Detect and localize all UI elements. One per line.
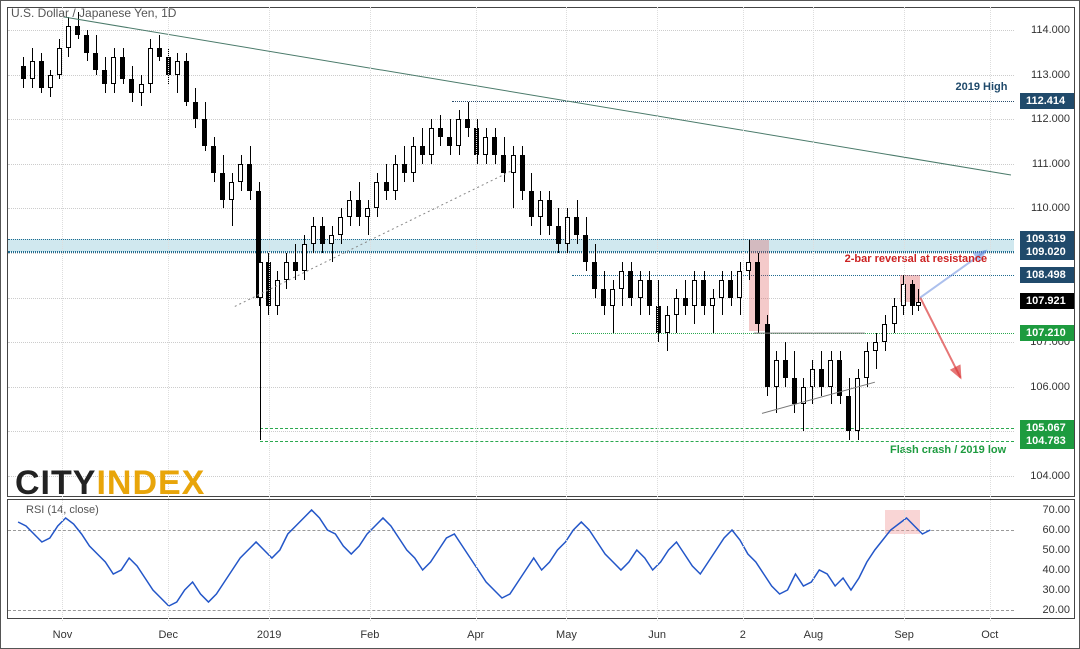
price-level-line xyxy=(260,441,1014,442)
price-tag: 104.783 xyxy=(1020,433,1074,449)
rsi-line xyxy=(8,500,1016,620)
x-axis: Nov Dec 2019 Feb Apr May Jun 2 Aug Sep Oct xyxy=(7,621,1073,643)
price-level-line xyxy=(452,101,1014,102)
rsi-chart: RSI (14, close)20.0030.0040.0050.0060.00… xyxy=(7,499,1075,619)
price-tag: 109.020 xyxy=(1020,244,1074,260)
chart-annotation: 2-bar reversal at resistance xyxy=(845,253,987,265)
price-tag: 107.210 xyxy=(1020,325,1074,341)
chart-annotation: 2019 High xyxy=(956,81,1008,93)
brand-logo: CITYINDEX xyxy=(15,464,205,503)
rsi-highlight xyxy=(885,510,920,534)
price-chart: 104.000105.000106.000107.000108.000109.0… xyxy=(7,7,1075,497)
y-tick-label: 114.000 xyxy=(1031,24,1070,36)
rsi-band xyxy=(8,610,1014,611)
x-tick-label: Apr xyxy=(467,629,484,641)
rsi-tick-label: 60.00 xyxy=(1042,524,1070,536)
x-tick-label: 2019 xyxy=(257,629,281,641)
y-tick-label: 106.000 xyxy=(1030,381,1070,393)
rsi-tick-label: 20.00 xyxy=(1042,604,1070,616)
x-tick-label: 2 xyxy=(740,629,746,641)
logo-city: CITY xyxy=(15,464,96,502)
x-tick-label: May xyxy=(556,629,577,641)
price-tag: 107.921 xyxy=(1020,293,1074,309)
x-tick-label: Oct xyxy=(981,629,998,641)
x-tick-label: Feb xyxy=(360,629,379,641)
rsi-tick-label: 70.00 xyxy=(1042,504,1070,516)
y-tick-label: 113.000 xyxy=(1031,69,1070,81)
rsi-tick-label: 30.00 xyxy=(1042,584,1070,596)
logo-index: INDEX xyxy=(96,464,205,502)
x-tick-label: Aug xyxy=(804,629,824,641)
y-tick-label: 112.000 xyxy=(1031,113,1070,125)
price-level-line xyxy=(8,239,1014,240)
rsi-tick-label: 40.00 xyxy=(1042,564,1070,576)
price-level-line xyxy=(260,428,1014,429)
chart-annotation: Flash crash / 2019 low xyxy=(890,444,1006,456)
y-tick-label: 111.000 xyxy=(1032,158,1070,170)
x-tick-label: Jun xyxy=(648,629,666,641)
rsi-band xyxy=(8,530,1014,531)
price-level-line xyxy=(572,333,1014,334)
x-tick-label: Sep xyxy=(894,629,914,641)
resistance-zone xyxy=(8,239,1014,252)
y-tick-label: 110.000 xyxy=(1031,202,1070,214)
price-tag: 108.498 xyxy=(1020,267,1074,283)
rsi-tick-label: 50.00 xyxy=(1042,544,1070,556)
y-tick-label: 104.000 xyxy=(1030,470,1070,482)
chart-title: U.S. Dollar / Japanese Yen, 1D xyxy=(11,6,176,20)
price-level-line xyxy=(572,275,1014,276)
x-tick-label: Nov xyxy=(53,629,73,641)
x-tick-label: Dec xyxy=(158,629,178,641)
price-tag: 112.414 xyxy=(1020,93,1074,109)
